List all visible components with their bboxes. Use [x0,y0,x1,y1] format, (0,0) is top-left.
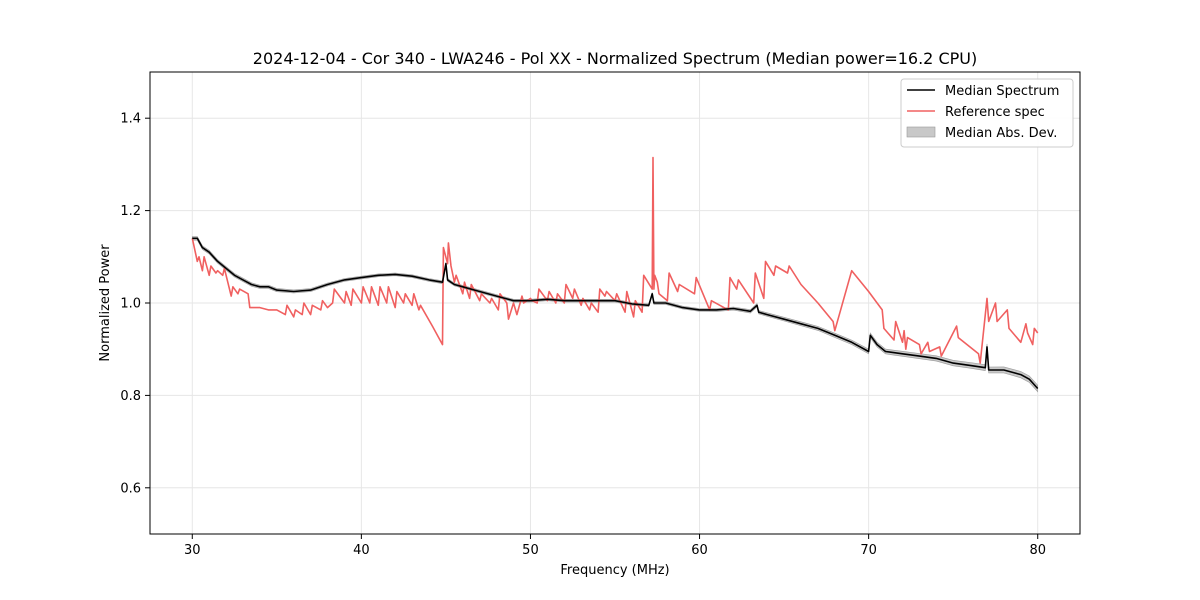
legend-mad-swatch [906,126,936,138]
y-axis: 0.6 0.8 1.0 1.2 1.4 [120,112,150,496]
legend-reference-label: Reference spec [945,105,1045,120]
y-axis-label: Normalized Power [98,244,113,362]
x-tick-label: 30 [184,543,201,558]
x-tick-label: 80 [1029,543,1046,558]
y-tick-label: 0.6 [120,481,141,496]
x-tick-label: 50 [522,543,539,558]
legend-box [900,78,1074,148]
legend: Median Spectrum Reference spec Median Ab… [900,78,1074,148]
x-tick-label: 70 [860,543,877,558]
chart-title: 2024-12-04 - Cor 340 - LWA246 - Pol XX -… [253,49,977,68]
median-spectrum-line [192,237,1039,390]
x-axis-label: Frequency (MHz) [560,563,669,578]
x-tick-label: 40 [353,543,370,558]
reference-spectrum-line [191,156,1039,364]
legend-median-label: Median Spectrum [945,84,1059,99]
x-tick-label: 60 [691,543,708,558]
y-tick-label: 1.2 [120,204,141,219]
y-tick-label: 1.4 [120,112,141,127]
y-tick-label: 0.8 [120,389,141,404]
y-tick-label: 1.0 [120,297,141,312]
x-axis: 30 40 50 60 70 80 [184,534,1046,558]
legend-mad-label: Median Abs. Dev. [945,126,1057,141]
